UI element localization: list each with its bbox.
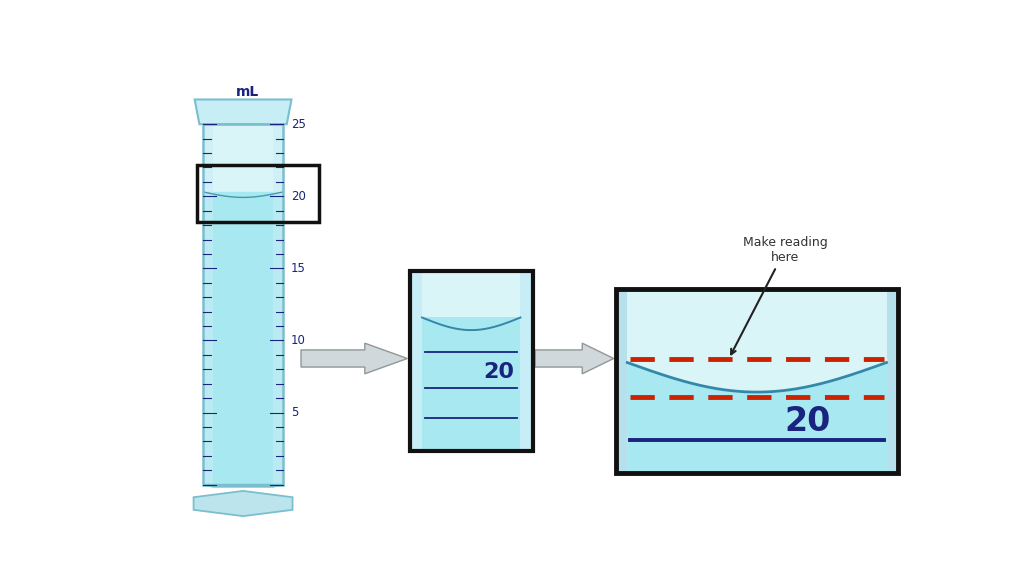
- Bar: [887, 288, 898, 473]
- Polygon shape: [301, 343, 408, 374]
- Text: Make reading
here: Make reading here: [731, 236, 827, 355]
- Text: mL: mL: [236, 85, 259, 99]
- Bar: [520, 271, 532, 451]
- Bar: [616, 288, 628, 473]
- Text: 15: 15: [291, 262, 305, 275]
- Bar: [616, 288, 898, 473]
- Bar: [410, 271, 532, 451]
- Text: 25: 25: [291, 118, 305, 131]
- Bar: [273, 124, 283, 484]
- Bar: [410, 271, 532, 451]
- Text: 5: 5: [291, 406, 298, 419]
- Bar: [616, 288, 898, 473]
- Bar: [422, 271, 520, 318]
- Polygon shape: [195, 99, 292, 124]
- Polygon shape: [204, 484, 283, 487]
- Bar: [204, 124, 283, 484]
- Bar: [204, 124, 283, 192]
- Bar: [197, 164, 319, 222]
- Text: 20: 20: [482, 362, 514, 381]
- Bar: [410, 271, 422, 451]
- Text: 20: 20: [784, 405, 830, 438]
- Bar: [628, 288, 887, 361]
- Polygon shape: [536, 343, 613, 374]
- Text: 20: 20: [291, 190, 305, 203]
- Text: 10: 10: [291, 334, 305, 347]
- Bar: [204, 124, 213, 484]
- Bar: [204, 192, 283, 484]
- Polygon shape: [194, 491, 293, 516]
